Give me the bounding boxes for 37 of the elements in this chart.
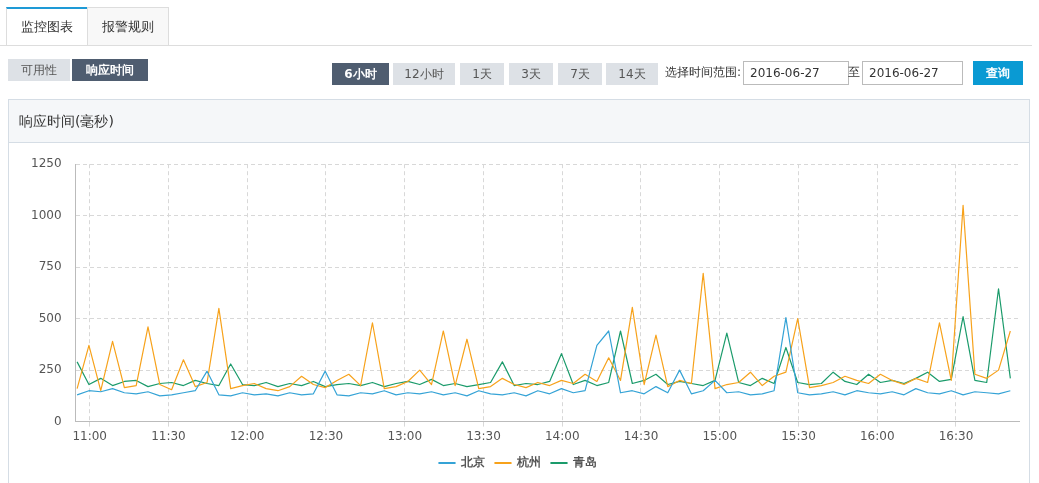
y-tick-label: 750: [38, 259, 62, 274]
legend-label: 杭州: [516, 455, 541, 470]
x-tick-label: 12:30: [308, 428, 344, 443]
text: 选择时间范围:: [665, 64, 742, 81]
y-tick-label: 0: [53, 413, 62, 428]
x-tick-label: 13:00: [387, 428, 423, 443]
text: 响应时间: [72, 59, 148, 81]
y-tick-label: 500: [38, 310, 62, 325]
legend-label: 北京: [460, 455, 485, 470]
x-tick-label: 16:00: [859, 428, 895, 443]
y-tick-label: 250: [38, 362, 62, 377]
text: 12小时: [393, 63, 455, 85]
text: 报警规则: [87, 7, 169, 45]
x-tick-label: 15:30: [781, 428, 816, 443]
x-tick-label: 12:00: [229, 428, 265, 443]
x-tick-label: 13:30: [466, 428, 501, 443]
legend-label: 青岛: [572, 455, 597, 470]
x-tick-label: 11:30: [151, 428, 186, 443]
text: 6小时: [332, 63, 389, 85]
y-tick-label: 1000: [30, 207, 62, 222]
text: 2016-06-27: [743, 61, 849, 85]
text: 可用性: [8, 59, 70, 81]
text: 至: [848, 64, 860, 81]
text: 查询: [973, 61, 1023, 85]
x-tick-label: 11:00: [72, 428, 108, 443]
text: 1天: [460, 63, 504, 85]
x-tick-label: 14:00: [544, 428, 580, 443]
x-tick-label: 15:00: [702, 428, 738, 443]
text: 14天: [606, 63, 658, 85]
x-tick-label: 14:30: [623, 428, 659, 443]
text: 3天: [509, 63, 553, 85]
x-tick-label: 16:30: [938, 428, 974, 443]
text: 2016-06-27: [862, 61, 963, 85]
y-tick-label: 1250: [30, 156, 62, 171]
text: 监控图表: [6, 7, 88, 46]
chart-title: 响应时间(毫秒): [9, 100, 1029, 143]
text: 7天: [558, 63, 602, 85]
